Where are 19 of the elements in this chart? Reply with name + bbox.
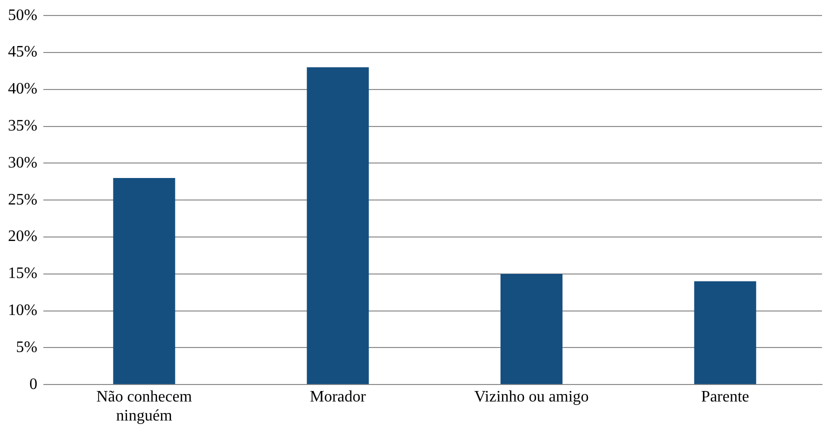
y-tick-label: 35%	[8, 118, 38, 135]
y-tick-label: 10%	[8, 302, 38, 320]
y-tick-label: 30%	[8, 154, 38, 172]
y-tick-label: 15%	[8, 265, 38, 282]
x-tick-label: Parente	[701, 388, 750, 406]
x-tick-label: Morador	[310, 388, 366, 406]
y-tick-label: 45%	[8, 44, 38, 61]
bar	[500, 274, 562, 384]
x-tick-label: Vizinho ou amigo	[474, 388, 589, 406]
y-tick-label: 50%	[8, 6, 38, 24]
x-tick-label: Não conhecem ninguém	[96, 388, 192, 425]
y-tick-label: 20%	[8, 228, 38, 246]
bar	[113, 178, 176, 384]
y-tick-label: 40%	[8, 80, 38, 98]
y-tick-label: 5%	[16, 338, 38, 356]
y-tick-label: 25%	[8, 191, 38, 208]
bar	[694, 281, 756, 384]
bar	[306, 67, 369, 384]
y-tick-label: 0	[29, 376, 38, 393]
